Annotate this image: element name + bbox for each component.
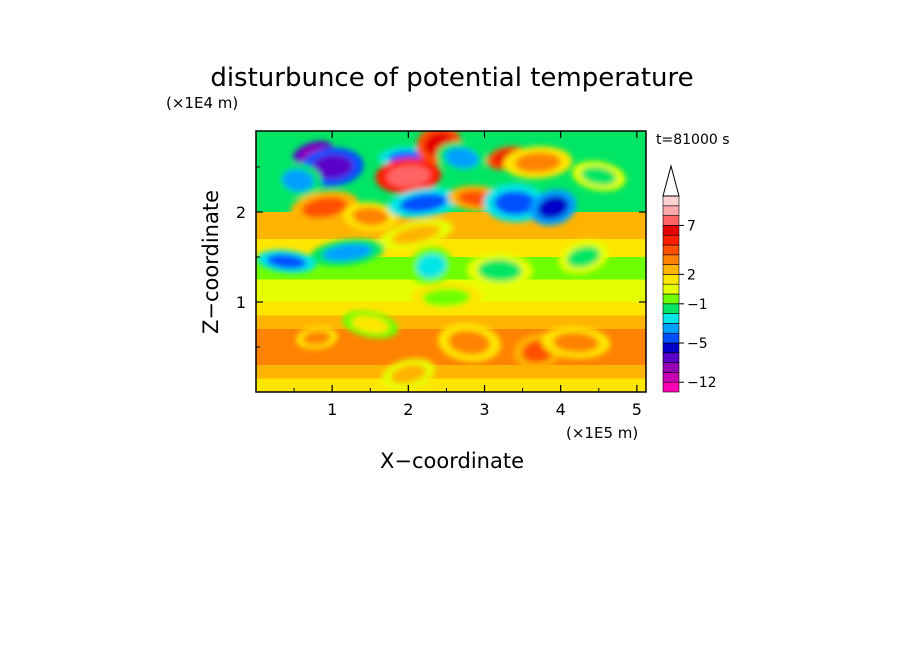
- y-tick-label: 1: [236, 293, 246, 312]
- contour-band: [256, 378, 646, 392]
- colorbar-swatch: [662, 195, 680, 207]
- colorbar-swatch: [662, 381, 680, 393]
- colorbar-label: 7: [687, 218, 696, 234]
- colorbar-label: −12: [687, 375, 717, 391]
- colorbar-swatch: [662, 313, 680, 324]
- plot-frame: [255, 130, 647, 393]
- contour-feature: [477, 259, 522, 282]
- x-tick-label: 4: [556, 400, 566, 419]
- contour-feature: [301, 196, 348, 219]
- colorbar-swatch: [662, 234, 680, 246]
- colorbar-swatch: [662, 332, 680, 344]
- colorbar: 7 2 −1 −5 −12: [662, 164, 717, 393]
- x-axis-label: X−coordinate: [380, 449, 524, 473]
- contour-feature: [399, 193, 448, 213]
- colorbar-swatch: [662, 205, 680, 216]
- y-tick-label: 2: [236, 203, 246, 222]
- x-tick-label: 5: [632, 400, 642, 419]
- colorbar-label: −1: [687, 297, 708, 313]
- contour-feature: [416, 253, 447, 279]
- contour-feature: [422, 288, 471, 307]
- contour-features: [256, 131, 626, 390]
- contour-feature: [352, 207, 389, 226]
- contour-feature: [390, 364, 426, 384]
- colorbar-swatch: [662, 274, 680, 285]
- colorbar-swatch: [662, 264, 680, 275]
- contour-feature: [386, 164, 431, 188]
- colorbar-swatch: [662, 342, 680, 354]
- colorbar-swatch: [662, 352, 680, 363]
- contour-feature: [493, 190, 536, 216]
- contour-feature: [444, 147, 479, 169]
- contour-feature: [311, 154, 354, 180]
- colorbar-swatch: [662, 254, 680, 265]
- contour-feature: [266, 254, 307, 269]
- colorbar-swatch: [662, 362, 680, 373]
- chart-title: disturbunce of potential temperature: [210, 63, 693, 93]
- colorbar-extend-arrow: [662, 164, 680, 197]
- colorbar-swatch: [662, 215, 680, 226]
- contour-feature: [514, 152, 561, 173]
- contour-feature: [566, 246, 601, 268]
- y-axis-ticks: 12: [236, 166, 646, 348]
- colorbar-label: 2: [687, 267, 696, 283]
- colorbar-swatch: [662, 283, 680, 295]
- contour-feature: [302, 330, 331, 346]
- time-label: t=81000 s: [656, 132, 730, 148]
- contour-feature: [537, 196, 569, 219]
- contour-feature: [391, 224, 441, 245]
- contour-band: [256, 365, 646, 379]
- y-unit-label: (×1E4 m): [166, 94, 238, 112]
- contour-plot-area: [256, 131, 646, 392]
- contour-feature: [552, 332, 599, 353]
- contour-feature: [281, 169, 314, 192]
- x-tick-label: 3: [479, 400, 489, 419]
- colorbar-swatch: [662, 372, 680, 383]
- contour-feature: [580, 166, 617, 186]
- y-axis-label: Z−coordinate: [199, 190, 223, 334]
- colorbar-swatch: [662, 225, 680, 236]
- contour-feature: [448, 330, 491, 355]
- colorbar-swatch: [662, 244, 680, 256]
- x-axis-ticks: 1 2 3 4 5: [293, 131, 642, 419]
- colorbar-swatch: [662, 293, 680, 305]
- contour-feature: [322, 243, 373, 262]
- colorbar-swatch: [662, 323, 680, 334]
- x-tick-label: 2: [403, 400, 413, 419]
- x-tick-label: 1: [327, 400, 337, 419]
- x-unit-label: (×1E5 m): [566, 424, 638, 442]
- contour-feature: [351, 315, 389, 334]
- colorbar-label: −5: [687, 336, 708, 352]
- colorbar-swatch: [662, 303, 680, 314]
